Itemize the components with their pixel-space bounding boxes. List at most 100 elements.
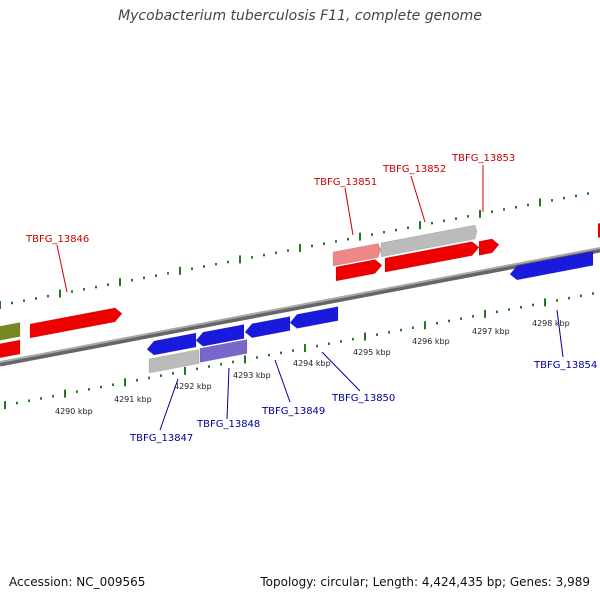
minor-tick [448, 319, 450, 323]
minor-tick [520, 306, 522, 309]
major-tick [0, 301, 1, 309]
major-tick [179, 266, 181, 275]
minor-tick [472, 315, 474, 318]
minor-tick [395, 228, 397, 232]
gene-TBFG_13852[interactable] [384, 240, 480, 273]
gene-label-TBFG_13854[interactable]: TBFG_13854 [533, 360, 597, 371]
minor-tick [556, 299, 558, 302]
minor-tick [412, 326, 414, 329]
major-tick [119, 278, 121, 287]
major-tick [539, 198, 541, 207]
minor-tick [16, 401, 18, 405]
minor-tick [148, 376, 150, 380]
gene-rev-2[interactable] [195, 324, 245, 347]
gene-label-TBFG_13849[interactable]: TBFG_13849 [261, 406, 325, 417]
major-tick [4, 401, 6, 410]
minor-tick [376, 333, 378, 336]
gene-fwd-edge-left[interactable] [0, 339, 21, 360]
minor-tick [227, 260, 229, 264]
gene-rev-3[interactable] [244, 316, 291, 340]
genome-stats: Topology: circular; Length: 4,424,435 bp… [260, 575, 590, 589]
gene-label-TBFG_13847[interactable]: TBFG_13847 [129, 433, 193, 444]
major-tick [424, 321, 426, 330]
gene-label-TBFG_13851[interactable]: TBFG_13851 [313, 177, 377, 188]
minor-tick [532, 303, 534, 307]
minor-tick [496, 310, 498, 314]
minor-tick [136, 379, 138, 382]
minor-tick [71, 290, 73, 293]
accession-value: NC_009565 [76, 575, 146, 589]
gene-label-TBFG_13848[interactable]: TBFG_13848 [196, 419, 260, 430]
major-tick [239, 255, 241, 264]
gene-TBFG_13854[interactable] [509, 251, 594, 281]
minor-tick [143, 276, 145, 280]
gene-label-TBFG_13850[interactable]: TBFG_13850 [331, 393, 395, 404]
minor-tick [112, 383, 114, 386]
gene-rev-1[interactable] [146, 332, 197, 356]
minor-tick [83, 288, 85, 291]
minor-tick [52, 394, 54, 398]
minor-tick [263, 253, 265, 257]
gene-TBFG_13846[interactable] [29, 307, 123, 339]
minor-tick [131, 278, 133, 282]
minor-tick [100, 385, 102, 389]
top-leader-lines [56, 165, 484, 293]
minor-tick [592, 292, 594, 295]
minor-tick [275, 251, 277, 255]
gene-TBFG_13851-light[interactable] [332, 243, 382, 267]
top-tick-track [0, 192, 589, 309]
gene-TBFG_13848[interactable] [199, 339, 248, 363]
minor-tick [251, 256, 253, 259]
accession-label: Accession: [9, 575, 73, 589]
minor-tick [563, 196, 565, 200]
major-tick [244, 355, 246, 364]
minor-tick [95, 285, 97, 289]
gene-rev-4[interactable] [289, 306, 339, 330]
minor-tick [388, 331, 390, 334]
minor-tick [568, 296, 570, 300]
minor-tick [503, 208, 505, 211]
minor-tick [436, 322, 438, 325]
minor-tick [328, 342, 330, 345]
minor-tick [191, 267, 193, 270]
minor-tick [491, 210, 493, 213]
minor-tick [76, 390, 78, 393]
gene-TBFG_13851[interactable] [335, 258, 383, 282]
scale-label-4290: 4290 kbp [55, 407, 93, 416]
scale-label-4296: 4296 kbp [412, 337, 450, 346]
minor-tick [160, 374, 162, 377]
minor-tick [467, 215, 469, 218]
scale-label-4291: 4291 kbp [114, 395, 152, 404]
bottom-leader-lines [159, 309, 564, 431]
minor-tick [407, 226, 409, 229]
major-tick [124, 378, 126, 387]
gene-label-TBFG_13853[interactable]: TBFG_13853 [451, 153, 515, 164]
minor-tick [268, 353, 270, 357]
gene-label-TBFG_13852[interactable]: TBFG_13852 [382, 164, 446, 175]
genome-backbone-highlight [0, 247, 600, 363]
minor-tick [316, 344, 318, 348]
minor-tick [460, 317, 462, 320]
minor-tick [28, 399, 30, 402]
major-tick [419, 221, 421, 230]
scale-label-4298: 4298 kbp [532, 319, 570, 328]
gene-label-TBFG_13846[interactable]: TBFG_13846 [25, 234, 89, 245]
scale-label-4297: 4297 kbp [472, 327, 510, 336]
minor-tick [352, 337, 354, 341]
minor-tick [431, 221, 433, 225]
minor-tick [400, 328, 402, 332]
minor-tick [172, 372, 174, 375]
minor-tick [575, 194, 577, 198]
major-tick [184, 366, 186, 375]
minor-tick [220, 363, 222, 366]
gene-fwd-olive[interactable] [0, 322, 21, 343]
minor-tick [40, 397, 42, 400]
scale-label-4294: 4294 kbp [293, 359, 331, 368]
gene-TBFG_13852-gray[interactable] [380, 224, 478, 258]
gene-TBFG_13853[interactable] [478, 238, 500, 256]
gene-TBFG_13847[interactable] [148, 349, 200, 374]
minor-tick [340, 340, 342, 343]
map-title: Mycobacterium tuberculosis F11, complete… [118, 8, 482, 24]
